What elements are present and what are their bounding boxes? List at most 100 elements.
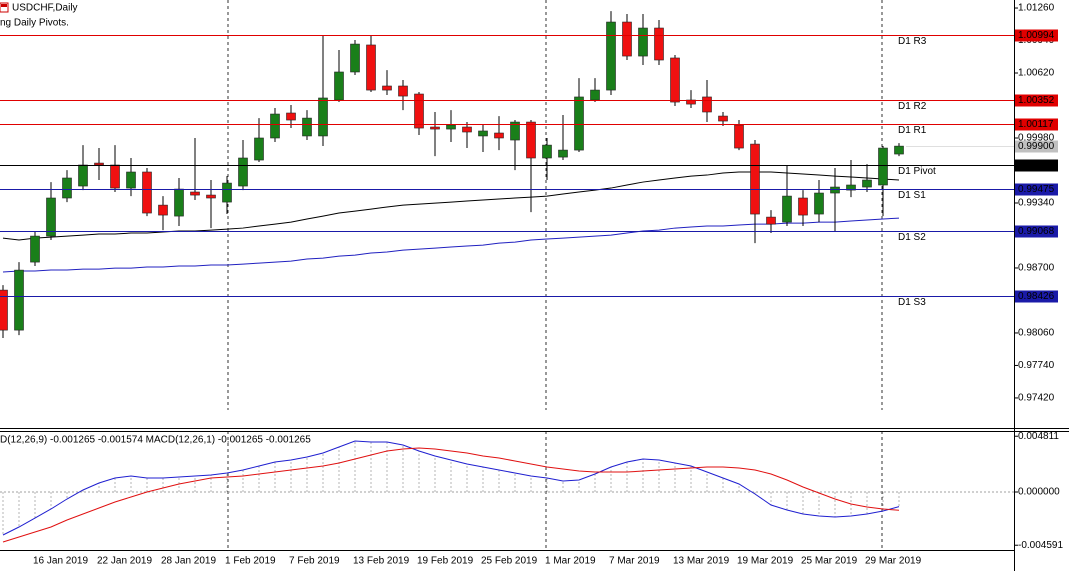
candle-body: [782, 195, 792, 223]
pivot-price-box: [1015, 225, 1058, 238]
macd-panel: [0, 431, 1014, 550]
symbol-icon: [1, 4, 7, 7]
y-tick-label: 0.99340: [1018, 198, 1055, 209]
candle-body: [318, 97, 328, 137]
price-panel: D1 R3 D1 R2 D1 R1 D1 Pivot D1 S1 D1 S2 D1 S3: [0, 0, 1014, 410]
x-tick-label: 25 Feb 2019: [481, 556, 538, 567]
pivot-label: D1 S3: [898, 297, 926, 308]
candle-body: [606, 21, 616, 91]
candle-body: [558, 149, 568, 158]
candle-body: [222, 182, 232, 203]
candle-body: [78, 164, 88, 187]
pivot-label: D1 R2: [898, 101, 927, 112]
x-tick-label: 25 Mar 2019: [801, 556, 858, 567]
candle-body: [14, 269, 24, 331]
pivot-price-label: 1.00994: [1018, 30, 1055, 41]
candle-body: [270, 113, 280, 139]
series-line: [2, 447, 900, 543]
x-tick-label: 19 Feb 2019: [417, 556, 474, 567]
candle-body: [894, 145, 904, 155]
candle-body: [878, 147, 888, 186]
pivot-price-label: 0.99710: [1018, 160, 1055, 171]
y-tick-label: 0.000000: [1018, 487, 1060, 498]
candle-body: [46, 197, 56, 237]
pivot-label: D1 S1: [898, 190, 926, 201]
candle-body: [30, 235, 40, 263]
candle-body: [126, 171, 136, 189]
x-tick-label: 13 Mar 2019: [673, 556, 730, 567]
pivot-price-box: [1015, 118, 1058, 131]
chart-title: USDCHF,Daily: [12, 3, 78, 14]
x-tick-label: 13 Feb 2019: [353, 556, 410, 567]
x-tick-label: 1 Mar 2019: [545, 556, 596, 567]
candle-body: [734, 124, 744, 149]
y-tick-label: 0.97420: [1018, 393, 1055, 404]
candle-body: [478, 130, 488, 137]
candle-body: [846, 184, 856, 191]
candle-body: [142, 171, 152, 214]
candle-body: [494, 132, 504, 139]
candle-body: [510, 121, 520, 141]
candle-body: [862, 179, 872, 188]
candle-body: [0, 289, 8, 331]
pivot-label: D1 R3: [898, 36, 927, 47]
candle-body: [462, 126, 472, 133]
y-tick-label: 1.00620: [1018, 68, 1055, 79]
candle-body: [398, 85, 408, 97]
candle-body: [814, 192, 824, 215]
pivot-label: D1 Pivot: [898, 166, 936, 177]
candle-body: [430, 126, 440, 130]
last-price-box: [1015, 140, 1058, 153]
x-tick-label: 29 Mar 2019: [865, 556, 922, 567]
pivot-price-box: [1015, 159, 1058, 172]
pivot-price-box: [1015, 29, 1058, 42]
y-tick-label: -0.004591: [1018, 540, 1063, 551]
candle-body: [446, 124, 456, 130]
candle-body: [94, 162, 104, 166]
x-tick-label: 16 Jan 2019: [33, 556, 88, 567]
candle-body: [190, 191, 200, 196]
y-tick-label: 1.01260: [1018, 3, 1055, 14]
candle-body: [334, 71, 344, 101]
pivot-price-box: [1015, 290, 1058, 303]
candle-body: [254, 137, 264, 161]
candle-body: [206, 194, 216, 199]
y-tick-label: 0.97740: [1018, 360, 1055, 371]
candle-body: [366, 44, 376, 91]
candle-body: [798, 197, 808, 216]
candle-body: [638, 27, 648, 57]
pivot-price-box: [1015, 183, 1058, 196]
candle-body: [654, 27, 664, 61]
pivot-price-label: 1.00352: [1018, 95, 1055, 106]
pivot-price-label: 1.00117: [1018, 119, 1054, 130]
pivot-price-label: 0.98426: [1018, 291, 1055, 302]
candle-body: [174, 188, 184, 217]
candle-body: [574, 96, 584, 151]
y-tick-label: 0.98700: [1018, 263, 1055, 274]
x-tick-label: 22 Jan 2019: [97, 556, 152, 567]
candle-body: [718, 115, 728, 122]
candle-body: [286, 112, 296, 121]
y-tick-label: 0.99980: [1018, 133, 1055, 144]
candle-body: [238, 157, 248, 187]
candle-body: [350, 43, 360, 73]
x-tick-label: 7 Mar 2019: [609, 556, 660, 567]
candle-body: [542, 144, 552, 159]
candle-body: [382, 85, 392, 91]
symbol-icon: [0, 2, 9, 13]
candle-body: [590, 89, 600, 101]
candle-body: [670, 57, 680, 103]
candle-body: [414, 93, 424, 129]
candle-body: [158, 204, 168, 216]
candle-body: [702, 96, 712, 113]
candle-body: [526, 121, 536, 159]
y-tick-label: 0.98060: [1018, 328, 1055, 339]
last-price-label: 0.99900: [1018, 141, 1055, 152]
candle-body: [302, 117, 312, 137]
candle-body: [830, 186, 840, 194]
series-line: [2, 171, 900, 241]
pivot-price-label: 0.99068: [1018, 226, 1055, 237]
x-tick-label: 1 Feb 2019: [225, 556, 276, 567]
